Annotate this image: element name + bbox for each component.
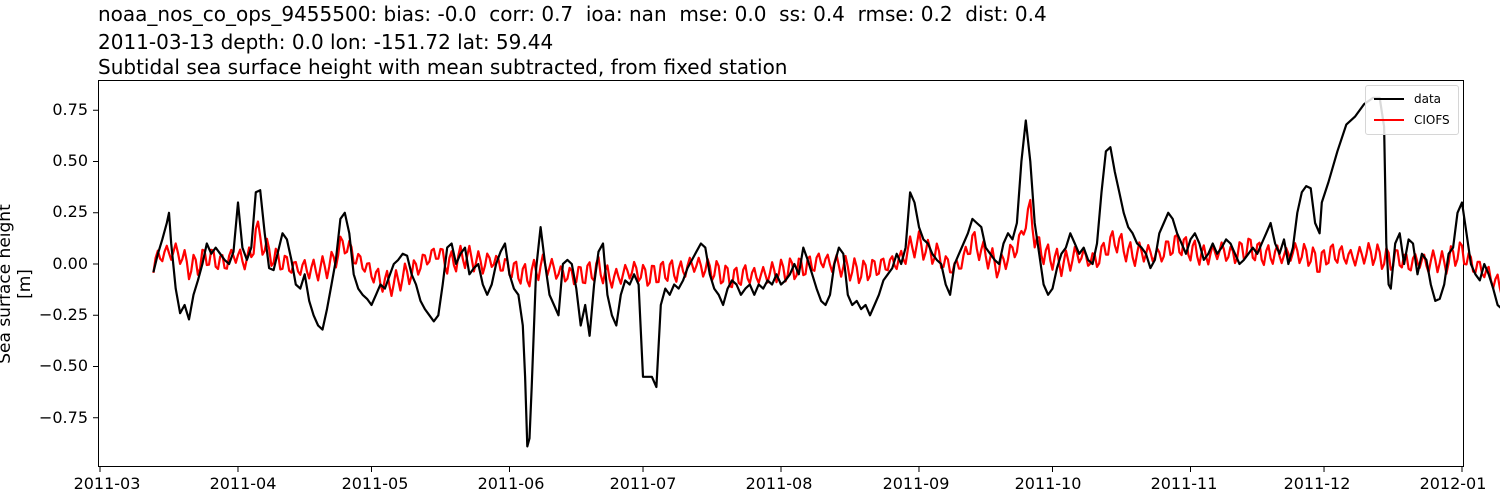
x-tick-label: 2011-07 [609, 474, 677, 493]
y-tick-label: 0.25 [52, 202, 88, 221]
x-tick-label: 2011-08 [745, 474, 813, 493]
x-tick-label: 2011-06 [477, 474, 545, 493]
y-tick-label: −0.75 [38, 408, 88, 427]
legend-label-data: data [1414, 92, 1442, 106]
legend: data CIOFS [1365, 85, 1459, 135]
legend-swatch-ciofs [1374, 119, 1404, 121]
x-tick-marks [99, 467, 1463, 472]
x-tick-label: 2011-05 [341, 474, 409, 493]
x-tick-label: 2011-12 [1283, 474, 1351, 493]
legend-item-data: data [1374, 92, 1441, 106]
x-tick-label: 2012-01 [1419, 474, 1487, 493]
y-tick-label: 0.50 [52, 151, 88, 170]
x-tick-label: 2011-11 [1150, 474, 1218, 493]
x-tick-label: 2011-09 [882, 474, 950, 493]
y-tick-marks [93, 109, 98, 419]
y-tick-label: −0.25 [38, 305, 88, 324]
chart-title-description: Subtidal sea surface height with mean su… [98, 55, 788, 79]
x-tick-label: 2011-03 [73, 474, 141, 493]
legend-swatch-data [1374, 98, 1404, 100]
y-tick-label: 0.00 [52, 254, 88, 273]
x-tick-label: 2011-10 [1014, 474, 1082, 493]
y-axis-label: Sea surface height [m] [0, 204, 35, 364]
chart-title-metrics: noaa_nos_co_ops_9455500: bias: -0.0 corr… [98, 2, 1047, 26]
legend-item-ciofs: CIOFS [1374, 113, 1450, 127]
axes-frame [98, 80, 1464, 467]
x-tick-label: 2011-04 [209, 474, 277, 493]
y-tick-label: 0.75 [52, 100, 88, 119]
chart-title-location: 2011-03-13 depth: 0.0 lon: -151.72 lat: … [98, 30, 554, 54]
legend-label-ciofs: CIOFS [1414, 113, 1450, 127]
y-tick-label: −0.50 [38, 356, 88, 375]
series-ciofs-line [152, 198, 1500, 297]
series-data-line [152, 96, 1500, 448]
